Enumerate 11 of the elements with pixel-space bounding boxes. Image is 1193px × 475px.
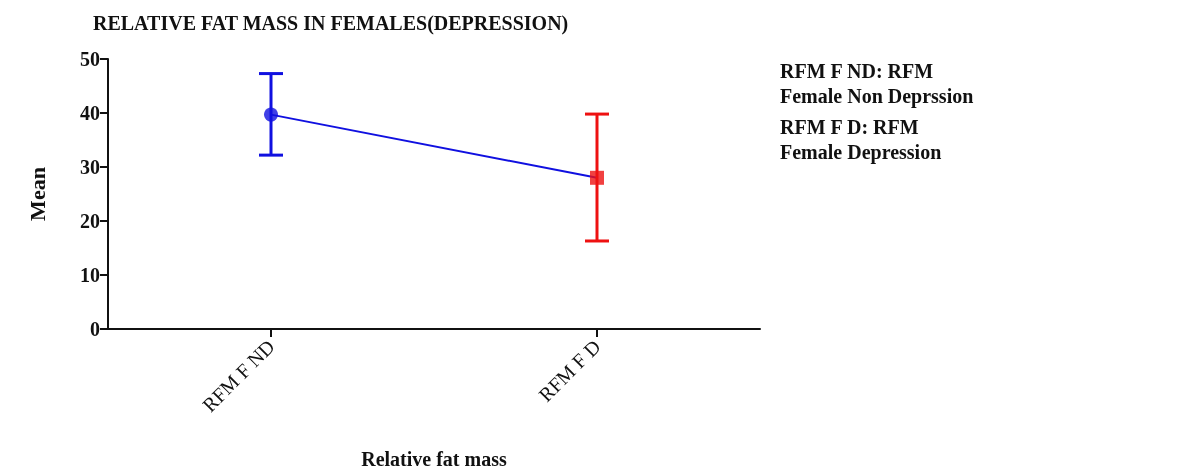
y-tick-label: 30 [80, 156, 100, 178]
y-tick-label: 50 [80, 48, 100, 70]
x-axis-title: Relative fat mass [361, 448, 507, 470]
text: RFM F D: RFM Female Depression [780, 115, 942, 164]
text: RFM F ND: RFM Female Non Deprssion [780, 59, 974, 108]
y-tick-label: 0 [90, 318, 100, 340]
chart-title: RELATIVE FAT MASS IN FEMALES(DEPRESSION) [93, 12, 569, 35]
y-tick-label: 10 [80, 264, 100, 286]
y-axis-title: Mean [24, 167, 50, 221]
y-tick-label: 20 [80, 210, 100, 232]
y-tick-label: 40 [80, 102, 100, 124]
